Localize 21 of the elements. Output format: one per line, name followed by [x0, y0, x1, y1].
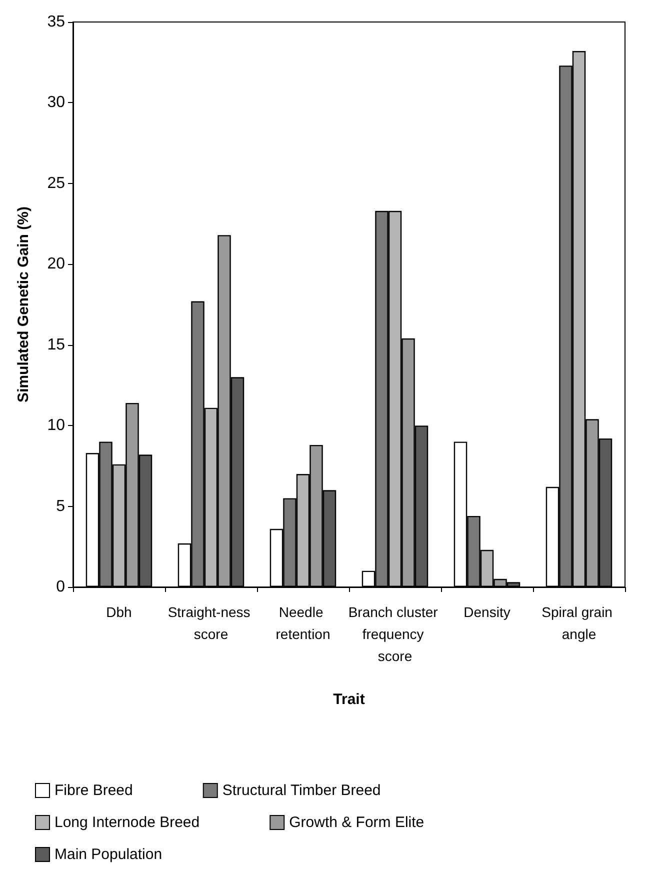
- legend-label: Fibre Breed: [54, 782, 133, 799]
- y-tick-label: 30: [47, 94, 66, 112]
- y-tick-label: 5: [56, 498, 66, 515]
- x-axis-title: Trait: [333, 691, 365, 708]
- legend-label: Long Internode Breed: [54, 814, 200, 831]
- y-tick-label: 25: [47, 174, 66, 192]
- y-tick-label: 15: [47, 336, 66, 354]
- y-tick-label: 35: [47, 14, 66, 30]
- legend-label: Main Population: [54, 846, 162, 863]
- y-axis-title: Simulated Genetic Gain (%): [15, 206, 32, 402]
- legend-label: Structural Timber Breed: [222, 782, 381, 799]
- y-tick-label: 0: [56, 578, 66, 596]
- x-tick-label: Branch cluster frequency score: [348, 604, 442, 664]
- x-tick-label: Dbh: [106, 604, 132, 620]
- y-tick-label: 20: [47, 256, 66, 273]
- x-tick-label: Straight-ness score: [168, 604, 254, 642]
- x-tick-label: Spiral grain angle: [542, 604, 616, 642]
- y-tick-label: 10: [47, 417, 66, 434]
- legend-label: Growth & Form Elite: [289, 814, 424, 831]
- x-tick-label: Density: [464, 604, 510, 620]
- x-tick-label: Needle retention: [276, 604, 330, 642]
